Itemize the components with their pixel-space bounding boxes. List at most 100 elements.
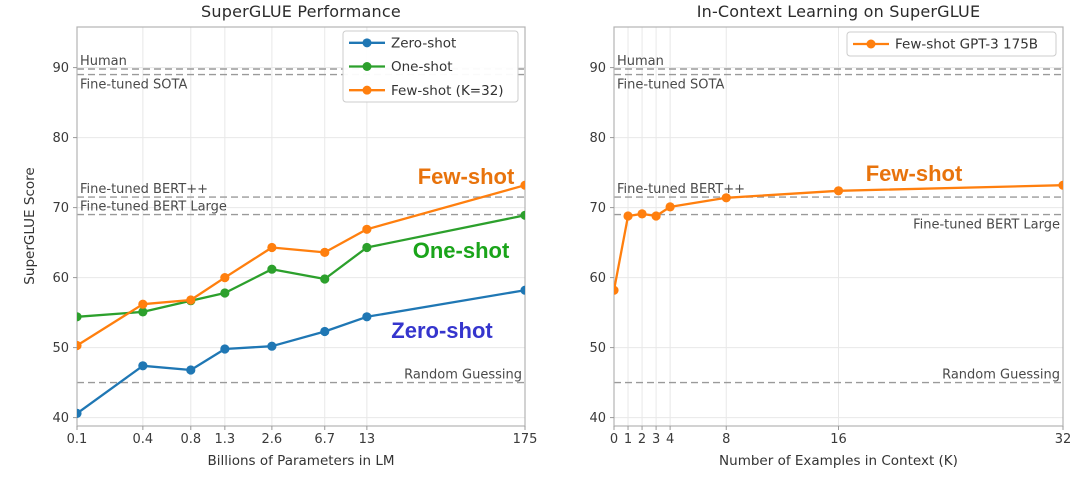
- y-tick-label: 50: [52, 341, 69, 356]
- y-tick-label: 40: [52, 411, 69, 426]
- left-chart-title: SuperGLUE Performance: [201, 2, 401, 21]
- data-point: [138, 361, 148, 371]
- y-tick-label: 70: [52, 201, 69, 216]
- data-point: [1058, 180, 1063, 190]
- annotation-few-shot: Few-shot: [866, 161, 963, 186]
- data-point: [520, 210, 525, 220]
- ref-label-human: Human: [617, 54, 664, 69]
- reference-lines: [77, 68, 525, 384]
- data-point: [138, 299, 148, 309]
- ref-label-fine-tuned-bert: Fine-tuned BERT++: [80, 182, 208, 197]
- reference-labels: Human Fine-tuned SOTA Fine-tuned BERT++ Fin…: [80, 54, 522, 383]
- legend-entry-zero-shot: Zero-shot: [349, 36, 456, 52]
- data-point: [320, 274, 330, 284]
- legend-entry-few-shot-gpt-3-175b: Few-shot GPT-3 175B: [853, 37, 1038, 53]
- y-tick-label: 60: [589, 271, 606, 286]
- x-tick-label: 0.8: [180, 432, 201, 447]
- y-tick-label: 80: [589, 131, 606, 146]
- data-point: [520, 180, 525, 190]
- data-point: [220, 273, 230, 283]
- x-tick-label: 4: [666, 432, 674, 447]
- ref-label-random-guessing: Random Guessing: [404, 368, 522, 383]
- data-point: [637, 209, 647, 219]
- annotation-one-shot: One-shot: [413, 238, 510, 263]
- data-point: [665, 202, 675, 212]
- annotation-zero-shot: Zero-shot: [391, 318, 493, 343]
- data-point: [77, 408, 82, 418]
- left-chart-ylabel: SuperGLUE Score: [22, 167, 38, 285]
- right-chart-title: In-Context Learning on SuperGLUE: [696, 2, 981, 21]
- left-chart-xlabel: Billions of Parameters in LM: [207, 453, 395, 469]
- legend-box: [342, 30, 519, 103]
- ref-label-random-guessing: Random Guessing: [942, 368, 1060, 383]
- ref-label-fine-tuned-bert-large: Fine-tuned BERT Large: [913, 218, 1060, 233]
- legend: Zero-shot One-shot Few-shot (K=32): [342, 30, 519, 103]
- x-tick-label: 8: [722, 432, 730, 447]
- legend-label: Few-shot GPT-3 175B: [895, 37, 1038, 53]
- x-tick-label: 16: [830, 432, 847, 447]
- data-point: [138, 307, 148, 317]
- x-tick-label: 1.3: [214, 432, 235, 447]
- data-point: [614, 285, 619, 295]
- ref-label-fine-tuned-sota: Fine-tuned SOTA: [617, 78, 724, 93]
- x-tick-label: 13: [359, 432, 376, 447]
- ref-label-fine-tuned-sota: Fine-tuned SOTA: [80, 78, 187, 93]
- x-tick-label: 0: [610, 432, 618, 447]
- legend-marker: [362, 85, 372, 95]
- x-tick-label: 175: [513, 432, 538, 447]
- y-tick-label: 80: [52, 131, 69, 146]
- ref-label-fine-tuned-bert: Fine-tuned BERT++: [617, 182, 745, 197]
- data-point: [623, 211, 633, 221]
- data-point: [220, 344, 230, 354]
- y-tick-label: 40: [589, 411, 606, 426]
- data-point: [186, 295, 196, 305]
- series-zero-shot: [77, 285, 525, 418]
- legend-entry-few-shot-k-32: Few-shot (K=32): [349, 83, 504, 99]
- y-tick-label: 60: [52, 271, 69, 286]
- legend-marker: [866, 39, 876, 49]
- series-line: [77, 184, 525, 347]
- data-point: [186, 365, 196, 375]
- legend: Few-shot GPT-3 175B: [846, 31, 1057, 57]
- data-point: [520, 285, 525, 295]
- x-tick-label: 1: [624, 432, 632, 447]
- data-point: [320, 326, 330, 337]
- data-point: [362, 312, 372, 322]
- data-point: [320, 247, 330, 257]
- reference-lines: [614, 68, 1063, 384]
- x-tick-label: 6.7: [314, 432, 335, 447]
- y-tick-label: 90: [52, 61, 69, 76]
- x-tick-label: 0.4: [133, 432, 154, 447]
- data-point: [833, 186, 844, 196]
- data-point: [77, 340, 82, 351]
- legend-entry-one-shot: One-shot: [349, 59, 453, 75]
- x-tick-label: 2: [638, 432, 646, 447]
- ref-label-human: Human: [80, 54, 127, 69]
- y-tick-label: 70: [589, 201, 606, 216]
- annotation-few-shot: Few-shot: [418, 164, 515, 189]
- y-tick-label: 50: [589, 341, 606, 356]
- plot-frame: [76, 26, 526, 427]
- series-line: [77, 214, 525, 318]
- series-few-shot-gpt-3-175b: [614, 180, 1063, 295]
- data-point: [267, 242, 277, 253]
- data-point: [220, 288, 230, 298]
- series-few-shot-k-32: [77, 180, 525, 351]
- data-point: [362, 224, 372, 234]
- series-group: [614, 180, 1063, 295]
- right-chart-xlabel: Number of Examples in Context (K): [719, 453, 958, 469]
- data-point: [721, 193, 731, 203]
- series-group: [77, 180, 525, 418]
- y-tick-label: 90: [589, 61, 606, 76]
- ref-label-fine-tuned-bert-large: Fine-tuned BERT Large: [80, 200, 227, 215]
- data-point: [267, 341, 277, 351]
- x-tick-label: 2.6: [262, 432, 283, 447]
- chart-in-context-learning-on-superglue: 0 1 2 3 4 8 16 32 40 50 60 70 80 90 Human Fine-tuned SO…: [589, 26, 1071, 447]
- legend-label: Zero-shot: [391, 36, 456, 52]
- x-tick-label: 3: [652, 432, 660, 447]
- data-point: [362, 242, 372, 253]
- reference-labels: Human Fine-tuned SOTA Fine-tuned BERT++ Fin…: [617, 54, 1060, 383]
- axes-ticks: 0 1 2 3 4 8 16 32 40 50 60 70 80 90: [589, 61, 1071, 447]
- chart-superglue-performance: 0.1 0.4 0.8 1.3 2.6 6.7 13 175 40 50 60 70 80 90 Human…: [52, 26, 538, 447]
